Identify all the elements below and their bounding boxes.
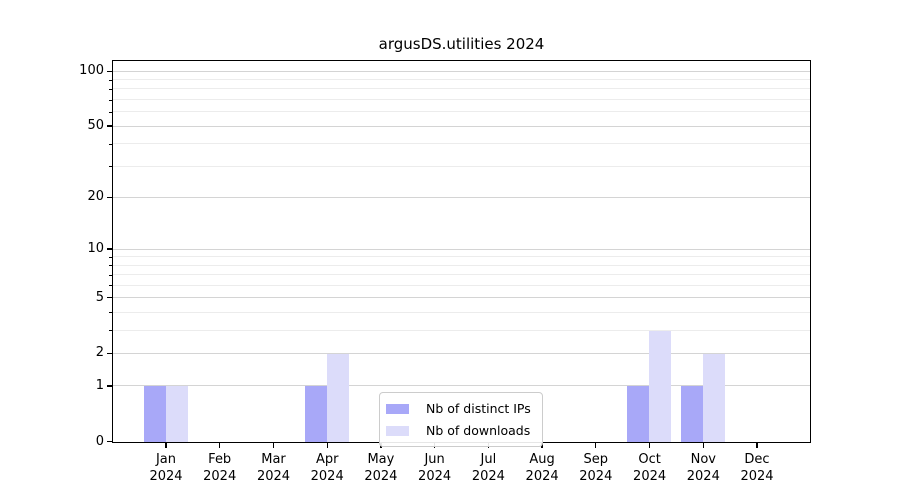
y-gridline-minor-9 <box>113 256 810 258</box>
y-tick-mark-minor-3 <box>109 330 112 332</box>
y-tick-mark-minor-8 <box>109 265 112 267</box>
bar-nb-of-distinct-ips-jan <box>143 386 166 442</box>
bar-nb-of-distinct-ips-oct <box>627 386 650 442</box>
y-gridline-minor-30 <box>113 165 810 167</box>
y-gridline-minor-60 <box>113 111 810 113</box>
x-tick-mark-sep <box>595 443 597 448</box>
y-tick-mark-minor-30 <box>109 166 112 167</box>
y-gridline-minor-70 <box>113 99 810 100</box>
y-gridline-50 <box>113 125 810 127</box>
bar-nb-of-downloads-jan <box>165 386 188 442</box>
bar-nb-of-downloads-nov <box>702 353 725 442</box>
legend-item-downloads: Nb of downloads <box>386 421 531 440</box>
x-tick-mark-nov <box>702 443 704 448</box>
x-tick-label-jul: Jul 2024 <box>471 452 505 484</box>
y-tick-mark-minor-7 <box>109 274 112 276</box>
bar-nb-of-distinct-ips-apr <box>304 386 327 442</box>
y-tick-mark-minor-6 <box>109 285 112 287</box>
x-tick-mark-jan <box>165 443 167 448</box>
y-gridline-10 <box>113 248 810 250</box>
x-tick-mark-dec <box>756 443 758 448</box>
legend-swatch-downloads <box>386 425 409 436</box>
x-tick-mark-oct <box>648 443 651 448</box>
y-gridline-20 <box>113 196 810 198</box>
y-gridline-minor-90 <box>113 79 810 81</box>
x-tick-label-mar: Mar 2024 <box>256 452 291 484</box>
legend-label-downloads: Nb of downloads <box>426 423 531 438</box>
bar-nb-of-distinct-ips-nov <box>680 386 703 442</box>
y-tick-mark-20 <box>107 196 112 198</box>
y-gridline-minor-8 <box>113 264 810 266</box>
x-tick-label-apr: Apr 2024 <box>310 452 344 484</box>
y-gridline-2 <box>113 352 810 354</box>
y-tick-mark-0 <box>107 440 112 443</box>
y-gridline-minor-4 <box>113 311 810 313</box>
y-tick-mark-5 <box>107 297 112 299</box>
bar-nb-of-downloads-apr <box>326 353 349 442</box>
y-tick-mark-minor-4 <box>109 312 112 314</box>
y-tick-label-20: 20 <box>87 189 104 205</box>
y-gridline-minor-80 <box>113 88 810 90</box>
y-tick-label-2: 2 <box>95 345 104 361</box>
y-gridline-minor-40 <box>113 143 810 144</box>
y-tick-mark-minor-40 <box>109 143 112 145</box>
y-tick-mark-minor-70 <box>109 99 112 101</box>
y-gridline-minor-3 <box>113 329 810 331</box>
x-tick-label-may: May 2024 <box>364 452 398 484</box>
y-tick-mark-10 <box>107 248 112 250</box>
y-gridline-5 <box>113 297 810 299</box>
y-gridline-minor-7 <box>113 274 810 276</box>
x-tick-label-dec: Dec 2024 <box>740 452 774 484</box>
legend: Nb of distinct IPs Nb of downloads <box>379 392 543 447</box>
bar-nb-of-downloads-oct <box>649 330 672 442</box>
y-tick-mark-2 <box>107 352 112 355</box>
x-tick-mark-apr <box>326 443 328 448</box>
y-tick-label-5: 5 <box>95 289 104 305</box>
x-tick-mark-feb <box>219 443 221 448</box>
legend-swatch-distinct-ips <box>386 403 409 414</box>
y-tick-mark-minor-90 <box>109 79 112 81</box>
x-tick-label-jun: Jun 2024 <box>418 452 452 484</box>
x-tick-label-feb: Feb 2024 <box>203 452 237 484</box>
y-tick-mark-minor-60 <box>109 111 112 113</box>
chart-title: argusDS.utilities 2024 <box>378 35 545 53</box>
y-tick-mark-minor-80 <box>109 88 112 90</box>
x-tick-mark-mar <box>272 443 275 448</box>
x-tick-label-nov: Nov 2024 <box>686 452 720 484</box>
y-gridline-minor-6 <box>113 284 810 286</box>
legend-label-distinct-ips: Nb of distinct IPs <box>426 401 531 416</box>
y-gridline-1 <box>113 385 810 387</box>
plot-area <box>112 60 811 443</box>
x-tick-label-sep: Sep 2024 <box>579 452 613 484</box>
y-tick-label-1: 1 <box>95 377 104 393</box>
y-tick-mark-1 <box>107 385 112 387</box>
x-tick-label-jan: Jan 2024 <box>149 452 183 484</box>
y-tick-label-10: 10 <box>87 241 104 257</box>
y-tick-label-0: 0 <box>95 433 104 449</box>
y-tick-label-100: 100 <box>79 63 104 79</box>
y-tick-mark-100 <box>107 70 112 72</box>
y-tick-mark-50 <box>107 125 112 127</box>
legend-item-distinct-ips: Nb of distinct IPs <box>386 399 531 418</box>
x-tick-label-oct: Oct 2024 <box>633 452 667 484</box>
x-tick-label-aug: Aug 2024 <box>525 452 559 484</box>
y-gridline-100 <box>113 70 810 72</box>
y-tick-mark-minor-9 <box>109 256 112 258</box>
y-tick-label-50: 50 <box>87 118 104 133</box>
